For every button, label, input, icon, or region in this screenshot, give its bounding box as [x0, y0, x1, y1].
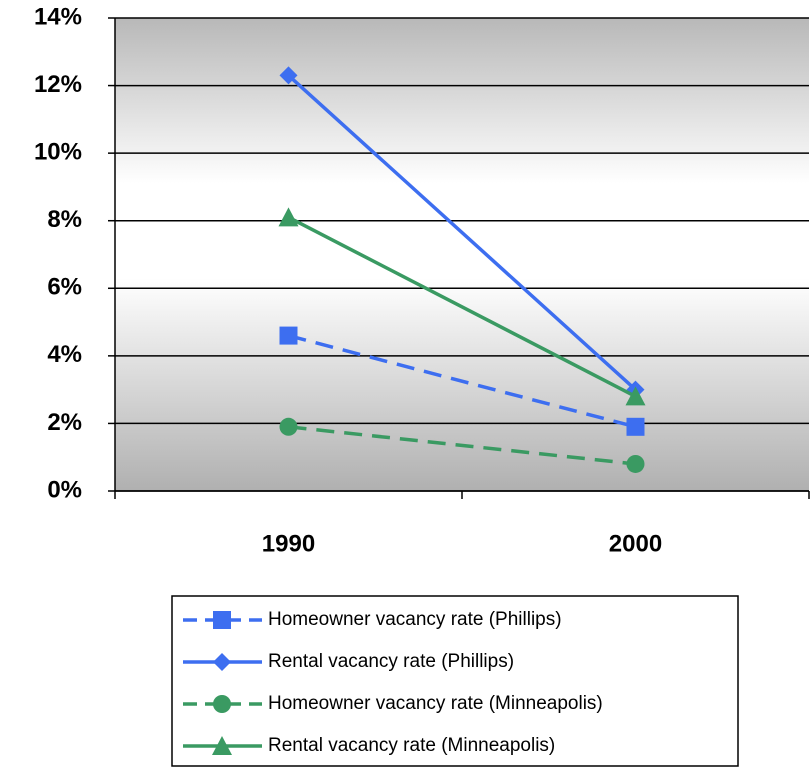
legend-label: Homeowner vacancy rate (Phillips) [268, 609, 562, 630]
legend-label: Homeowner vacancy rate (Minneapolis) [268, 693, 603, 714]
y-tick-label: 14% [34, 3, 82, 30]
y-tick-label: 10% [34, 138, 82, 165]
y-tick-label: 6% [47, 274, 82, 301]
marker [213, 695, 231, 713]
y-tick-label: 0% [47, 476, 82, 503]
marker [279, 66, 298, 85]
marker [213, 653, 231, 671]
marker [626, 454, 645, 473]
y-tick-label: 12% [34, 71, 82, 98]
series-line [288, 425, 636, 466]
series-line [288, 333, 636, 429]
marker [212, 736, 232, 755]
marker [279, 326, 298, 345]
x-tick-label: 2000 [609, 530, 662, 557]
marker [625, 386, 646, 406]
y-tick-label: 4% [47, 341, 82, 368]
marker [626, 417, 645, 436]
y-tick-label: 8% [47, 206, 82, 233]
series-line [287, 74, 637, 391]
plot-area [115, 18, 809, 491]
marker [278, 207, 299, 227]
x-tick-label: 1990 [262, 530, 315, 557]
legend-label: Rental vacancy rate (Phillips) [268, 651, 514, 672]
marker [213, 611, 231, 629]
series-line [287, 215, 637, 398]
y-tick-label: 2% [47, 409, 82, 436]
legend-box [171, 595, 739, 767]
legend-label: Rental vacancy rate (Minneapolis) [268, 735, 555, 756]
marker [279, 417, 298, 436]
